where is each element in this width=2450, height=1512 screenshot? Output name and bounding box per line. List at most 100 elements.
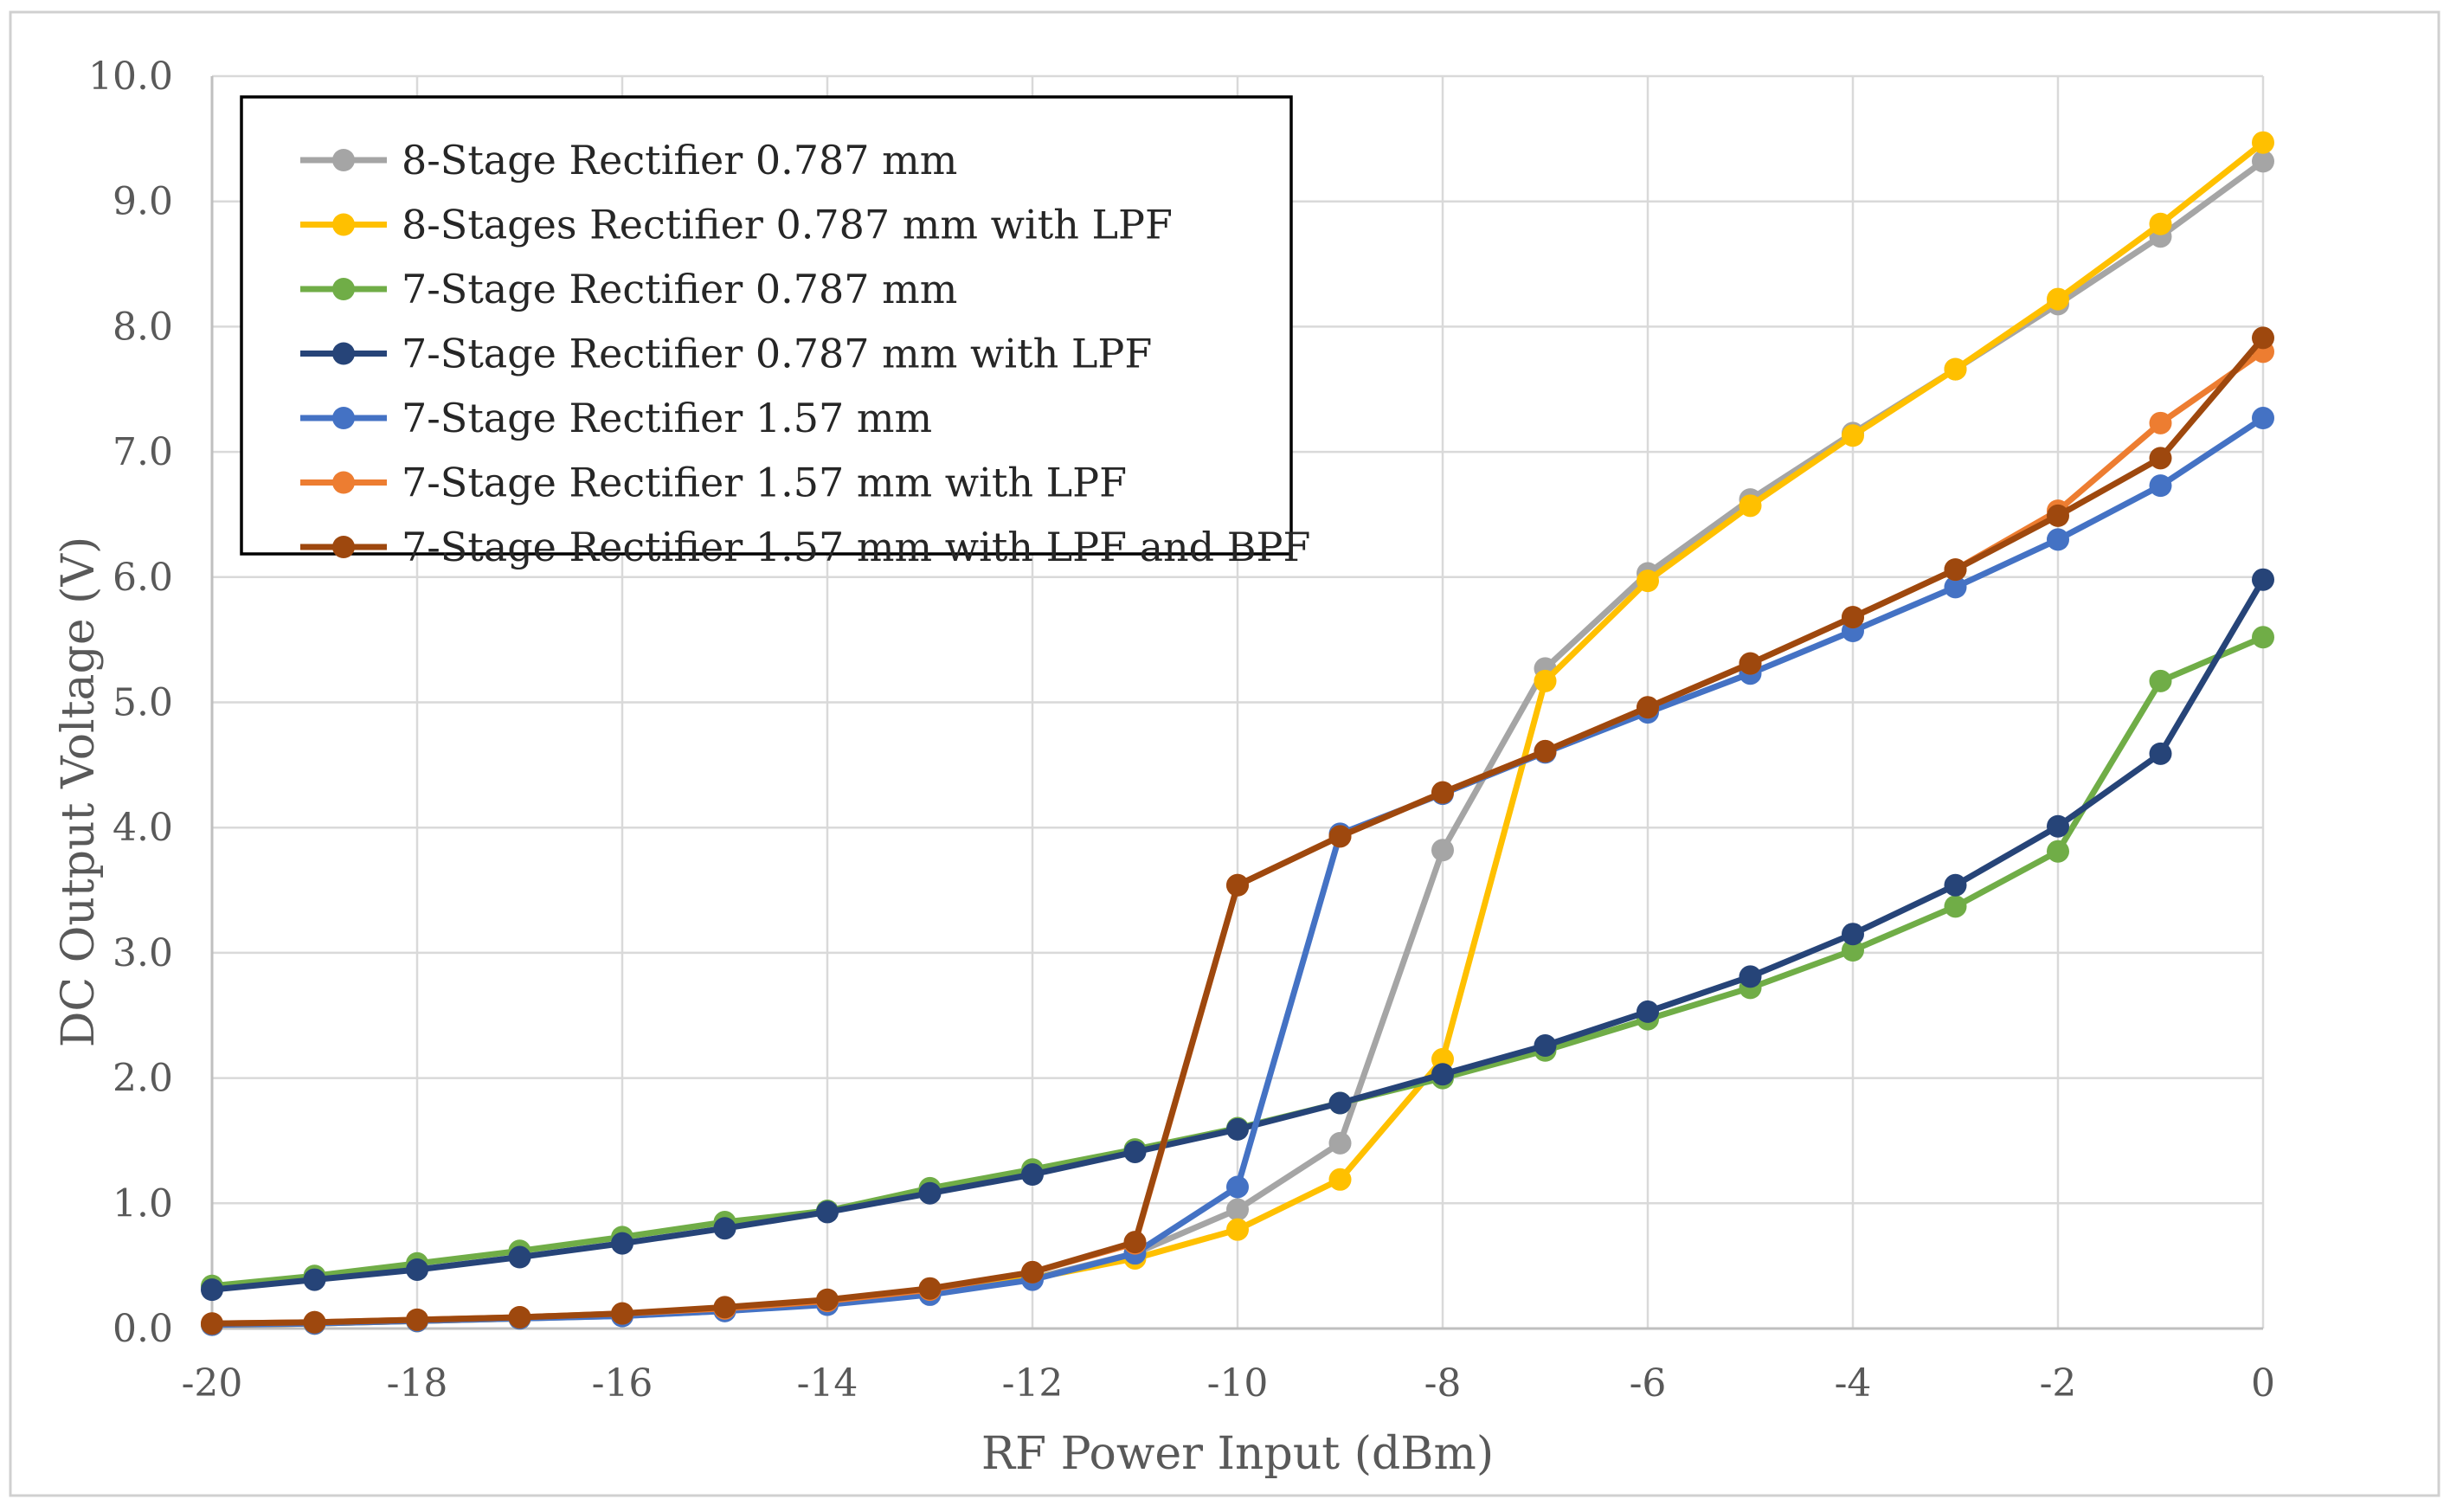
chart-frame [9, 10, 2440, 1497]
data-point [1842, 923, 1864, 946]
legend-marker [332, 471, 355, 494]
legend-label: 7-Stage Rectifier 0.787 mm with LPF [402, 331, 1152, 377]
data-point [2252, 407, 2274, 430]
y-tick-label: 5.0 [113, 681, 173, 725]
data-point [303, 1310, 326, 1334]
data-point [1226, 1175, 1249, 1199]
data-point [2047, 814, 2069, 838]
data-point [2047, 287, 2069, 311]
x-tick-label: -6 [1630, 1361, 1667, 1406]
data-point [1021, 1163, 1044, 1187]
data-point [406, 1258, 428, 1281]
data-point [611, 1302, 633, 1325]
data-point [1021, 1260, 1044, 1284]
data-point [1534, 739, 1557, 762]
data-point [1944, 357, 1967, 381]
data-point [1328, 825, 1352, 848]
data-point [1739, 652, 1762, 675]
data-point [508, 1305, 531, 1329]
legend-marker [332, 536, 355, 558]
legend-box [240, 95, 1293, 556]
y-tick-label: 9.0 [113, 180, 173, 224]
legend-label: 8-Stage Rectifier 0.787 mm [402, 137, 957, 183]
tick-labels: 0.01.02.03.04.05.06.07.08.09.010.0-20 -18… [88, 55, 2275, 1406]
data-point [2047, 528, 2069, 551]
x-tick-label: -10 [1207, 1361, 1269, 1406]
legend-item: 7-Stage Rectifier 1.57 mm with LPF and B… [300, 524, 1310, 570]
y-tick-label: 6.0 [113, 556, 173, 600]
y-tick-label: 7.0 [113, 430, 173, 474]
legend-label: 8-Stages Rectifier 0.787 mm with LPF [402, 202, 1173, 248]
data-point [1637, 1000, 1659, 1023]
data-point [2252, 626, 2274, 649]
data-point [2149, 212, 2172, 235]
data-point [816, 1288, 839, 1311]
y-tick-label: 3.0 [113, 931, 173, 975]
data-point [1944, 576, 1967, 599]
legend-label: 7-Stage Rectifier 1.57 mm [402, 395, 932, 441]
data-point [1123, 1140, 1147, 1163]
data-point [918, 1181, 942, 1205]
data-point [2252, 568, 2274, 591]
legend-marker [332, 213, 355, 236]
data-point [1739, 965, 1762, 988]
x-tick-label: -14 [797, 1361, 858, 1406]
legend-marker [332, 407, 355, 429]
data-point [1226, 873, 1249, 897]
legend: 8-Stage Rectifier 0.787 mm 8-Stages Recti… [240, 95, 1310, 570]
legend-label: 7-Stage Rectifier 1.57 mm with LPF and B… [402, 524, 1310, 570]
data-point [2252, 131, 2274, 154]
x-tick-label: -16 [592, 1361, 653, 1406]
series-lines [201, 131, 2274, 1336]
data-point [2149, 669, 2172, 692]
data-point [1944, 558, 1967, 582]
data-point [1842, 606, 1864, 629]
legend-item: 8-Stages Rectifier 0.787 mm with LPF [300, 202, 1173, 248]
legend-item: 7-Stage Rectifier 0.787 mm [300, 266, 957, 312]
data-point [2047, 840, 2069, 863]
y-tick-label: 0.0 [113, 1307, 173, 1351]
legend-item: 8-Stage Rectifier 0.787 mm [300, 137, 957, 183]
y-tick-label: 1.0 [113, 1181, 173, 1226]
x-tick-label: -2 [2040, 1361, 2077, 1406]
legend-marker [332, 342, 355, 365]
data-point [1739, 494, 1762, 518]
data-point [2149, 474, 2172, 498]
legend-label: 7-Stage Rectifier 0.787 mm [402, 266, 957, 312]
legend-item: 7-Stage Rectifier 0.787 mm with LPF [300, 331, 1152, 377]
x-tick-label: -8 [1424, 1361, 1462, 1406]
data-point [1226, 1198, 1249, 1221]
legend-marker [332, 278, 355, 300]
data-point [1944, 895, 1967, 918]
data-point [406, 1308, 428, 1331]
series-7 [201, 326, 2274, 1335]
data-point [1637, 569, 1659, 593]
legend-item: 7-Stage Rectifier 1.57 mm with LPF [300, 460, 1127, 506]
legend-marker [332, 149, 355, 171]
data-point [201, 1312, 223, 1335]
data-point [2047, 504, 2069, 527]
data-point [2252, 326, 2274, 350]
data-point [611, 1232, 633, 1255]
data-point [1328, 1131, 1352, 1155]
y-tick-label: 4.0 [113, 806, 173, 850]
data-point [1534, 1033, 1557, 1057]
data-point [1226, 1117, 1249, 1141]
data-point [1226, 1218, 1249, 1241]
data-point [1328, 1168, 1352, 1191]
data-point [918, 1277, 942, 1300]
data-point [1431, 1063, 1454, 1086]
data-point [1431, 839, 1454, 862]
data-point [508, 1245, 531, 1269]
data-point [1637, 696, 1659, 719]
series-4 [201, 568, 2274, 1302]
y-tick-label: 2.0 [113, 1057, 173, 1101]
data-point [1944, 873, 1967, 897]
x-tick-label: -20 [182, 1361, 243, 1406]
data-point [1431, 781, 1454, 804]
legend-label: 7-Stage Rectifier 1.57 mm with LPF [402, 460, 1127, 506]
data-point [1328, 1091, 1352, 1115]
x-tick-label: 0 [2251, 1361, 2275, 1406]
x-tick-label: -4 [1835, 1361, 1872, 1406]
